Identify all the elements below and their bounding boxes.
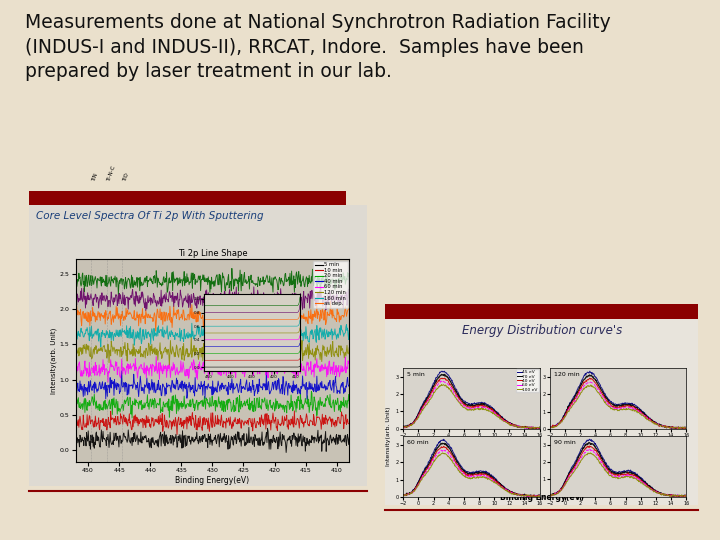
Text: Binding Energy(eV): Binding Energy(eV) bbox=[500, 493, 584, 502]
Bar bbox=[29, 205, 367, 486]
Bar bbox=[385, 319, 698, 505]
Bar bbox=[385, 304, 698, 321]
X-axis label: Binding Energy(eV): Binding Energy(eV) bbox=[176, 476, 249, 485]
Text: Measurements done at National Synchrotron Radiation Facility
(INDUS-I and INDUS-: Measurements done at National Synchrotro… bbox=[25, 14, 611, 81]
Legend: 5 min, 10 min, 20 min, 40 min, 60 min, 120 min, 160 min, as dep.: 5 min, 10 min, 20 min, 40 min, 60 min, 1… bbox=[313, 261, 348, 308]
Y-axis label: Intensity(arb. Unit): Intensity(arb. Unit) bbox=[50, 327, 57, 394]
Text: 5 min: 5 min bbox=[408, 372, 425, 376]
Legend: 45 eV, 70 eV, 40 eV, 60 eV, 100 eV: 45 eV, 70 eV, 40 eV, 60 eV, 100 eV bbox=[516, 369, 539, 393]
Text: TiN: TiN bbox=[91, 172, 99, 182]
Text: 120 min: 120 min bbox=[554, 372, 580, 376]
Text: 90 min: 90 min bbox=[554, 440, 575, 444]
Text: Intensity(arb. Unit): Intensity(arb. Unit) bbox=[387, 407, 391, 466]
Text: TiO: TiO bbox=[122, 172, 130, 182]
Text: Ti-N-C: Ti-N-C bbox=[107, 165, 117, 182]
Text: Core Level Spectra Of Ti 2p With Sputtering: Core Level Spectra Of Ti 2p With Sputter… bbox=[36, 211, 264, 221]
Text: 60 min: 60 min bbox=[408, 440, 429, 444]
Title: Ti 2p Line Shape: Ti 2p Line Shape bbox=[178, 249, 247, 259]
Bar bbox=[29, 191, 346, 208]
Text: Energy Distribution curve's: Energy Distribution curve's bbox=[462, 324, 622, 337]
